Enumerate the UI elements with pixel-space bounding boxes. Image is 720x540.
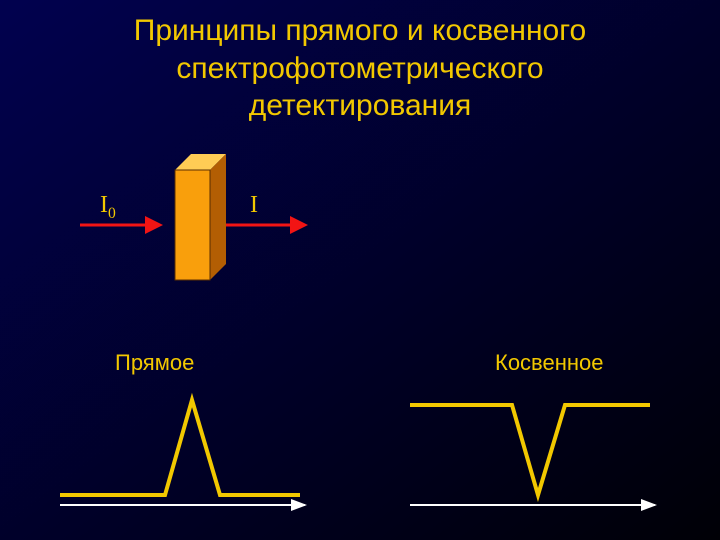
i-symbol: I bbox=[250, 192, 258, 218]
indirect-detection-label: Косвенное bbox=[495, 350, 604, 376]
i0-label: I0 bbox=[100, 192, 116, 223]
cuvette-icon bbox=[175, 154, 226, 280]
direct-signal-peak bbox=[60, 400, 300, 495]
i0-subscript: 0 bbox=[108, 205, 116, 222]
i-label: I bbox=[250, 192, 258, 219]
direct-detection-label: Прямое bbox=[115, 350, 194, 376]
beam-diagram bbox=[0, 0, 720, 540]
i0-symbol: I bbox=[100, 192, 108, 218]
indirect-signal-dip bbox=[410, 405, 650, 495]
